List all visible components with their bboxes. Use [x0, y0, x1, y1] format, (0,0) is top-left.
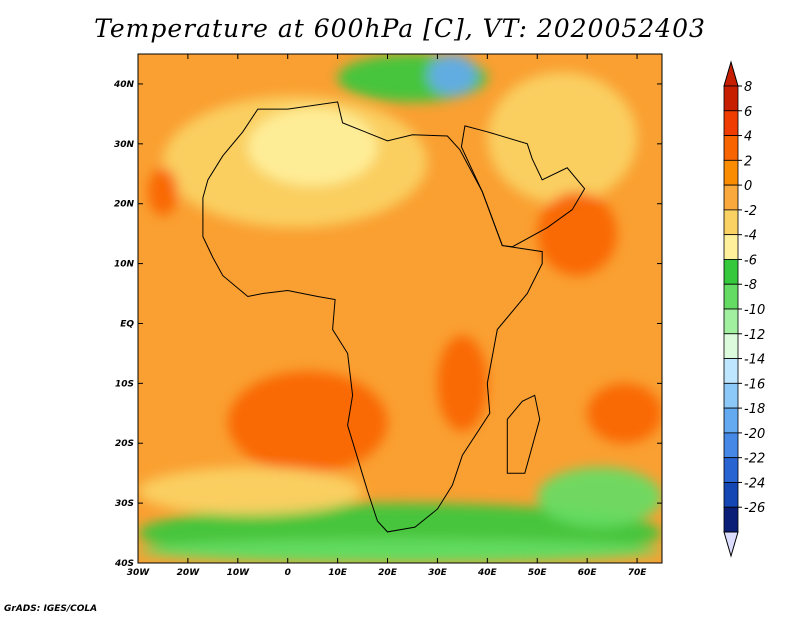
colorbar-swatch [723, 184, 739, 211]
colorbar-swatch [723, 85, 739, 112]
colorbar-swatch [723, 135, 739, 161]
colorbar-swatch [723, 259, 739, 285]
y-tick-label: 20S [115, 439, 134, 449]
colorbar-label: -10 [744, 303, 765, 318]
field-zone-arabia [487, 71, 638, 204]
colorbar-label: -8 [744, 278, 757, 293]
colorbar-label: -26 [744, 501, 765, 516]
madagascar-coastline [506, 394, 541, 474]
colorbar-label: -16 [744, 377, 765, 392]
colorbar-label: -4 [744, 229, 757, 244]
y-tick-label: EQ [120, 319, 134, 329]
colorbar-top-arrow [723, 60, 739, 87]
field-zone-warm-arabian-sea [537, 191, 618, 276]
field-zone-mediterranean-cold [427, 54, 478, 96]
x-tick-label: 10E [328, 568, 348, 578]
colorbar-label: 8 [744, 80, 752, 95]
colorbar-label: -12 [744, 328, 765, 343]
field-zone-south-cooler-band [138, 539, 662, 563]
colorbar-swatch [723, 482, 739, 508]
field-zone-south-indian-green [537, 467, 662, 528]
colorbar-label: -22 [744, 452, 765, 467]
field-zone-warm-south-india-ocean [587, 383, 662, 444]
colorbar-label: -20 [744, 427, 765, 442]
colorbar: 8 6 4 2 0 -2 -4 -6 -8 -10 -12 -14 -16 -18 -20 -22 -24 -26 [723, 60, 765, 558]
colorbar-bottom-arrow [723, 531, 739, 558]
colorbar-swatch [723, 159, 739, 186]
x-tick-label: 50E [528, 568, 548, 578]
colorbar-label: -18 [744, 402, 765, 417]
colorbar-swatch [723, 382, 739, 409]
arabia-coastline [460, 125, 586, 248]
africa-coastline [202, 101, 543, 533]
x-tick-label: 70E [628, 568, 648, 578]
colorbar-swatch [723, 234, 739, 260]
colorbar-label: 6 [744, 105, 752, 120]
x-tick-label: 20W [177, 568, 201, 578]
y-tick-label: 40S [114, 559, 134, 569]
temperature-field [138, 54, 662, 563]
colorbar-label: 0 [744, 179, 752, 194]
x-tick-label: 60E [578, 568, 598, 578]
field-zone-warm-east-africa [437, 335, 488, 432]
map-frame [137, 53, 663, 564]
colorbar-swatch [723, 432, 739, 459]
colorbar-swatch [723, 110, 739, 136]
field-zone-warm-south-atlantic [227, 371, 388, 474]
y-tick-label: 40N [113, 80, 135, 90]
y-tick-label: 10S [115, 379, 134, 389]
page-title: Temperature at 600hPa [C], VT: 202005240… [94, 14, 706, 43]
x-tick-label: 0 [285, 568, 291, 578]
colorbar-label: 4 [744, 130, 752, 145]
colorbar-label: -2 [744, 204, 757, 219]
y-tick-label: 20N [114, 200, 135, 210]
colorbar-swatch [723, 283, 739, 310]
x-tick-label: 20E [378, 568, 398, 578]
colorbar-swatch [723, 333, 739, 359]
x-tick-label: 40E [477, 568, 498, 578]
field-zone-sahara-core [247, 107, 378, 186]
x-tick-label: 30E [428, 568, 448, 578]
colorbar-swatch [723, 407, 739, 434]
colorbar-label: 2 [744, 154, 752, 169]
colorbar-swatch [723, 209, 739, 236]
y-tick-label: 30S [115, 499, 134, 509]
colorbar-swatch [723, 358, 739, 384]
y-tick-label: 30N [114, 140, 135, 150]
x-tick-label: 30W [127, 568, 151, 578]
y-tick-label: 10N [114, 260, 135, 270]
colorbar-label: -14 [744, 353, 765, 368]
colorbar-label: -6 [744, 253, 757, 268]
colorbar-label: -24 [744, 476, 765, 491]
field-zone-warm-west-sahara [147, 167, 178, 216]
colorbar-swatch [723, 506, 739, 533]
credit-label: GrADS: IGES/COLA [4, 604, 98, 614]
field-zone-south-atlantic-cool [138, 467, 363, 516]
colorbar-swatch [723, 457, 739, 483]
colorbar-swatch [723, 308, 739, 335]
x-tick-label: 10W [227, 568, 251, 578]
